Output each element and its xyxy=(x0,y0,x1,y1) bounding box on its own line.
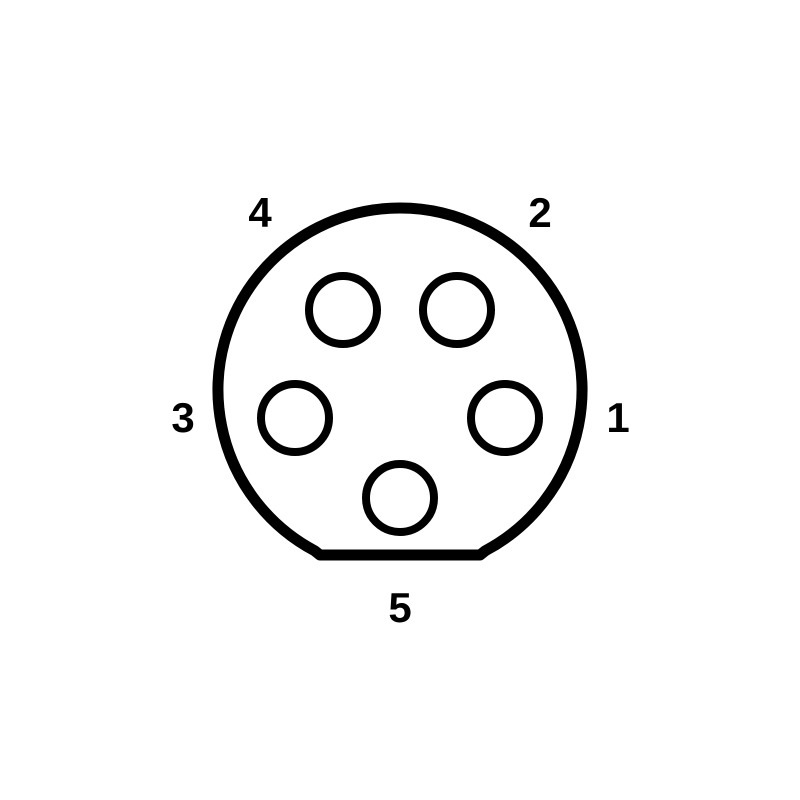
pin-circle-4 xyxy=(309,276,377,344)
pin-label-5: 5 xyxy=(388,584,411,632)
connector-svg xyxy=(0,0,800,800)
pin-label-2: 2 xyxy=(528,189,551,237)
connector-pinout-diagram: 1 2 3 4 5 xyxy=(0,0,800,800)
pin-circle-2 xyxy=(423,276,491,344)
pin-label-4: 4 xyxy=(248,189,271,237)
pin-label-3: 3 xyxy=(171,394,194,442)
pin-circle-5 xyxy=(366,464,434,532)
pin-circle-3 xyxy=(261,384,329,452)
pin-circle-1 xyxy=(471,384,539,452)
pin-label-1: 1 xyxy=(606,394,629,442)
